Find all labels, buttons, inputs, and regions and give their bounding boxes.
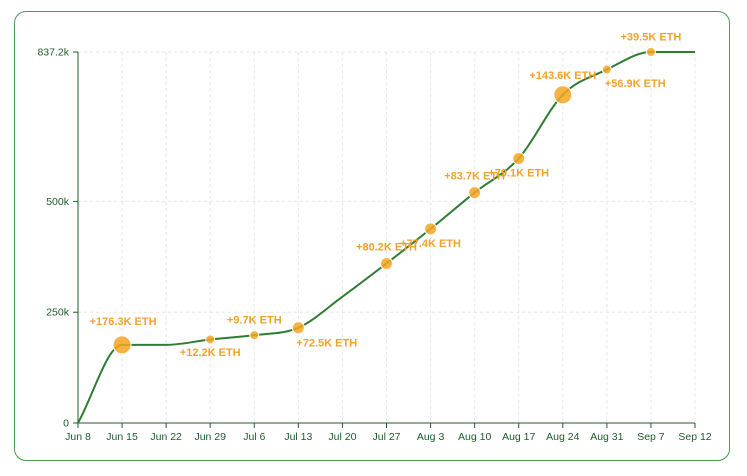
data-point-marker[interactable] — [205, 334, 216, 345]
data-point-marker[interactable] — [645, 47, 656, 57]
data-point-marker[interactable] — [291, 321, 305, 335]
y-tick-label: 250k — [46, 307, 70, 319]
x-tick-label: Aug 24 — [546, 431, 579, 443]
data-label: +12.2K ETH — [180, 347, 241, 359]
x-tick-label: Jul 20 — [328, 431, 356, 443]
x-tick-label: Jul 13 — [284, 431, 312, 443]
chart-card — [14, 11, 730, 461]
x-tick-label: Jul 6 — [243, 431, 265, 443]
x-tick-label: Aug 10 — [458, 431, 491, 443]
data-point-marker[interactable] — [468, 186, 482, 200]
x-tick-label: Jul 27 — [372, 431, 400, 443]
x-tick-label: Aug 3 — [417, 431, 445, 443]
x-tick-label: Sep 7 — [637, 431, 665, 443]
data-label: +9.7K ETH — [227, 315, 282, 327]
data-point-marker[interactable] — [601, 64, 612, 75]
data-label: +72.5K ETH — [296, 338, 357, 350]
data-point-marker[interactable] — [553, 85, 573, 105]
y-tick-label: 500k — [46, 196, 70, 208]
x-tick-label: Aug 31 — [590, 431, 623, 443]
data-point-marker[interactable] — [380, 256, 393, 270]
data-label: +176.3K ETH — [90, 316, 157, 328]
x-tick-label: Jun 22 — [150, 431, 182, 443]
x-tick-label: Jun 8 — [65, 431, 91, 443]
data-label: +77.4K ETH — [400, 238, 461, 250]
data-label: +79.1K ETH — [488, 167, 549, 179]
x-tick-label: Jun 29 — [194, 431, 226, 443]
y-tick-label: 0 — [63, 418, 69, 430]
data-label: +56.9K ETH — [605, 78, 666, 90]
data-point-marker[interactable] — [249, 330, 260, 341]
y-tick-label: 837.2k — [37, 47, 69, 59]
data-point-marker[interactable] — [512, 151, 526, 165]
data-label: +143.6K ETH — [529, 70, 596, 82]
x-tick-label: Sep 12 — [678, 431, 711, 443]
x-tick-label: Jun 15 — [106, 431, 138, 443]
x-tick-label: Aug 17 — [502, 431, 535, 443]
data-label: +83.7K ETH — [444, 171, 505, 183]
data-point-marker[interactable] — [424, 222, 438, 236]
data-label: +80.2K ETH — [356, 241, 417, 253]
data-point-marker[interactable] — [112, 335, 132, 355]
data-label: +39.5K ETH — [621, 32, 682, 44]
